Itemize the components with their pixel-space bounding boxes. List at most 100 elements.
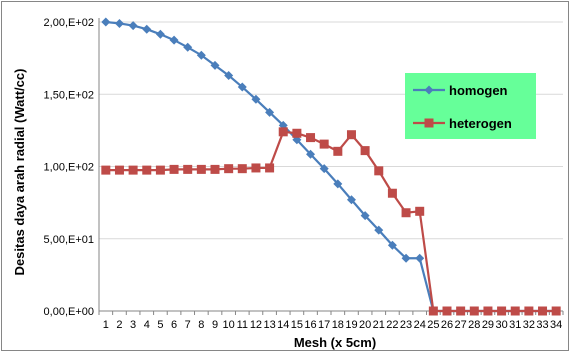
data-point-heterogen bbox=[483, 306, 493, 316]
data-point-heterogen bbox=[155, 165, 165, 175]
x-tick-label: 23 bbox=[400, 319, 412, 331]
legend-box bbox=[405, 73, 536, 139]
data-point-homogen bbox=[224, 70, 234, 80]
data-point-heterogen bbox=[510, 306, 520, 316]
x-tick-label: 27 bbox=[455, 319, 467, 331]
data-point-heterogen bbox=[210, 164, 220, 174]
x-tick-label: 24 bbox=[414, 319, 426, 331]
x-tick-label: 20 bbox=[359, 319, 371, 331]
y-tick-label: 2,00,E+02 bbox=[44, 17, 94, 29]
data-point-homogen bbox=[183, 42, 193, 52]
x-tick-label: 18 bbox=[332, 319, 344, 331]
data-point-heterogen bbox=[278, 127, 288, 137]
chart-area bbox=[1, 1, 569, 351]
x-tick-label: 29 bbox=[482, 319, 494, 331]
data-point-heterogen bbox=[360, 146, 370, 156]
data-point-heterogen bbox=[237, 164, 247, 174]
x-tick-label: 21 bbox=[373, 319, 385, 331]
x-tick-label: 17 bbox=[318, 319, 330, 331]
x-tick-label: 33 bbox=[536, 319, 548, 331]
x-tick-label: 30 bbox=[495, 319, 507, 331]
data-point-homogen bbox=[387, 240, 397, 250]
x-tick-label: 1 bbox=[103, 319, 109, 331]
x-tick-label: 12 bbox=[250, 319, 262, 331]
x-tick-label: 16 bbox=[304, 319, 316, 331]
data-point-heterogen bbox=[374, 166, 384, 176]
data-point-homogen bbox=[237, 82, 247, 92]
x-tick-label: 7 bbox=[185, 319, 191, 331]
x-tick-label: 19 bbox=[345, 319, 357, 331]
x-tick-label: 26 bbox=[441, 319, 453, 331]
x-tick-label: 3 bbox=[130, 319, 136, 331]
y-tick-label: 0,00,E+00 bbox=[44, 306, 94, 318]
data-point-homogen bbox=[333, 179, 343, 189]
legend-label-heterogen: heterogen bbox=[449, 116, 512, 131]
x-tick-label: 4 bbox=[144, 319, 150, 331]
y-tick-label: 5,00,E+01 bbox=[44, 234, 94, 246]
series-line-heterogen bbox=[105, 130, 557, 313]
x-tick-label: 11 bbox=[237, 319, 248, 331]
data-point-heterogen bbox=[251, 163, 261, 173]
x-tick-label: 9 bbox=[212, 319, 218, 331]
data-point-heterogen bbox=[415, 206, 425, 216]
x-tick-label: 10 bbox=[223, 319, 235, 331]
data-point-homogen bbox=[196, 50, 206, 60]
data-point-heterogen bbox=[142, 165, 152, 175]
x-tick-label: 8 bbox=[198, 319, 204, 331]
data-point-heterogen bbox=[424, 118, 434, 128]
data-point-heterogen bbox=[169, 164, 179, 174]
data-point-homogen bbox=[306, 149, 316, 159]
data-point-homogen bbox=[210, 60, 220, 70]
data-point-homogen bbox=[114, 18, 124, 28]
data-point-homogen bbox=[319, 164, 329, 174]
data-point-homogen bbox=[265, 107, 275, 117]
series-layer bbox=[101, 17, 561, 316]
data-point-heterogen bbox=[128, 165, 138, 175]
data-point-homogen bbox=[415, 253, 425, 263]
data-point-heterogen bbox=[224, 164, 234, 174]
axis-layer: 0,00,E+00 5,00,E+01 1,00,E+02 1,50,E+02 2,00… bbox=[44, 17, 564, 331]
data-point-homogen bbox=[142, 24, 152, 34]
data-point-heterogen bbox=[333, 146, 343, 156]
data-point-homogen bbox=[251, 94, 261, 104]
y-tick-label: 1,00,E+02 bbox=[44, 162, 94, 174]
data-point-homogen bbox=[346, 195, 356, 205]
x-tick-label: 28 bbox=[468, 319, 480, 331]
x-tick-label: 2 bbox=[116, 319, 122, 331]
x-tick-label: 15 bbox=[291, 319, 303, 331]
x-tick-label: 25 bbox=[427, 319, 439, 331]
data-point-homogen bbox=[360, 211, 370, 221]
x-axis-title: Mesh (x 5cm) bbox=[294, 335, 376, 350]
x-tick-label: 6 bbox=[171, 319, 177, 331]
data-point-heterogen bbox=[265, 163, 275, 173]
data-point-homogen bbox=[101, 17, 111, 27]
data-point-heterogen bbox=[346, 130, 356, 140]
data-point-homogen bbox=[278, 120, 288, 130]
x-tick-label: 5 bbox=[157, 319, 163, 331]
legend: homogen heterogen bbox=[405, 73, 536, 139]
x-tick-label: 32 bbox=[523, 319, 535, 331]
data-point-homogen bbox=[155, 29, 165, 39]
x-tick-label: 22 bbox=[386, 319, 398, 331]
data-point-heterogen bbox=[292, 128, 302, 138]
data-point-heterogen bbox=[442, 306, 452, 316]
data-point-heterogen bbox=[469, 306, 479, 316]
data-point-heterogen bbox=[497, 306, 507, 316]
x-tick-label: 13 bbox=[263, 319, 275, 331]
data-point-heterogen bbox=[196, 164, 206, 174]
data-point-heterogen bbox=[428, 306, 438, 316]
data-point-homogen bbox=[401, 253, 411, 263]
data-point-heterogen bbox=[101, 165, 111, 175]
data-point-heterogen bbox=[319, 139, 329, 149]
data-point-heterogen bbox=[306, 133, 316, 143]
data-point-heterogen bbox=[456, 306, 466, 316]
data-point-homogen bbox=[169, 35, 179, 45]
data-point-homogen bbox=[128, 21, 138, 31]
x-tick-label: 34 bbox=[550, 319, 562, 331]
data-point-heterogen bbox=[538, 306, 548, 316]
series-heterogen bbox=[101, 127, 561, 316]
data-point-homogen bbox=[374, 225, 384, 235]
y-axis-title: Desitas daya arah radial (Watt/cc) bbox=[12, 69, 27, 276]
y-tick-label: 1,50,E+02 bbox=[44, 89, 94, 101]
x-tick-label: 14 bbox=[277, 319, 289, 331]
